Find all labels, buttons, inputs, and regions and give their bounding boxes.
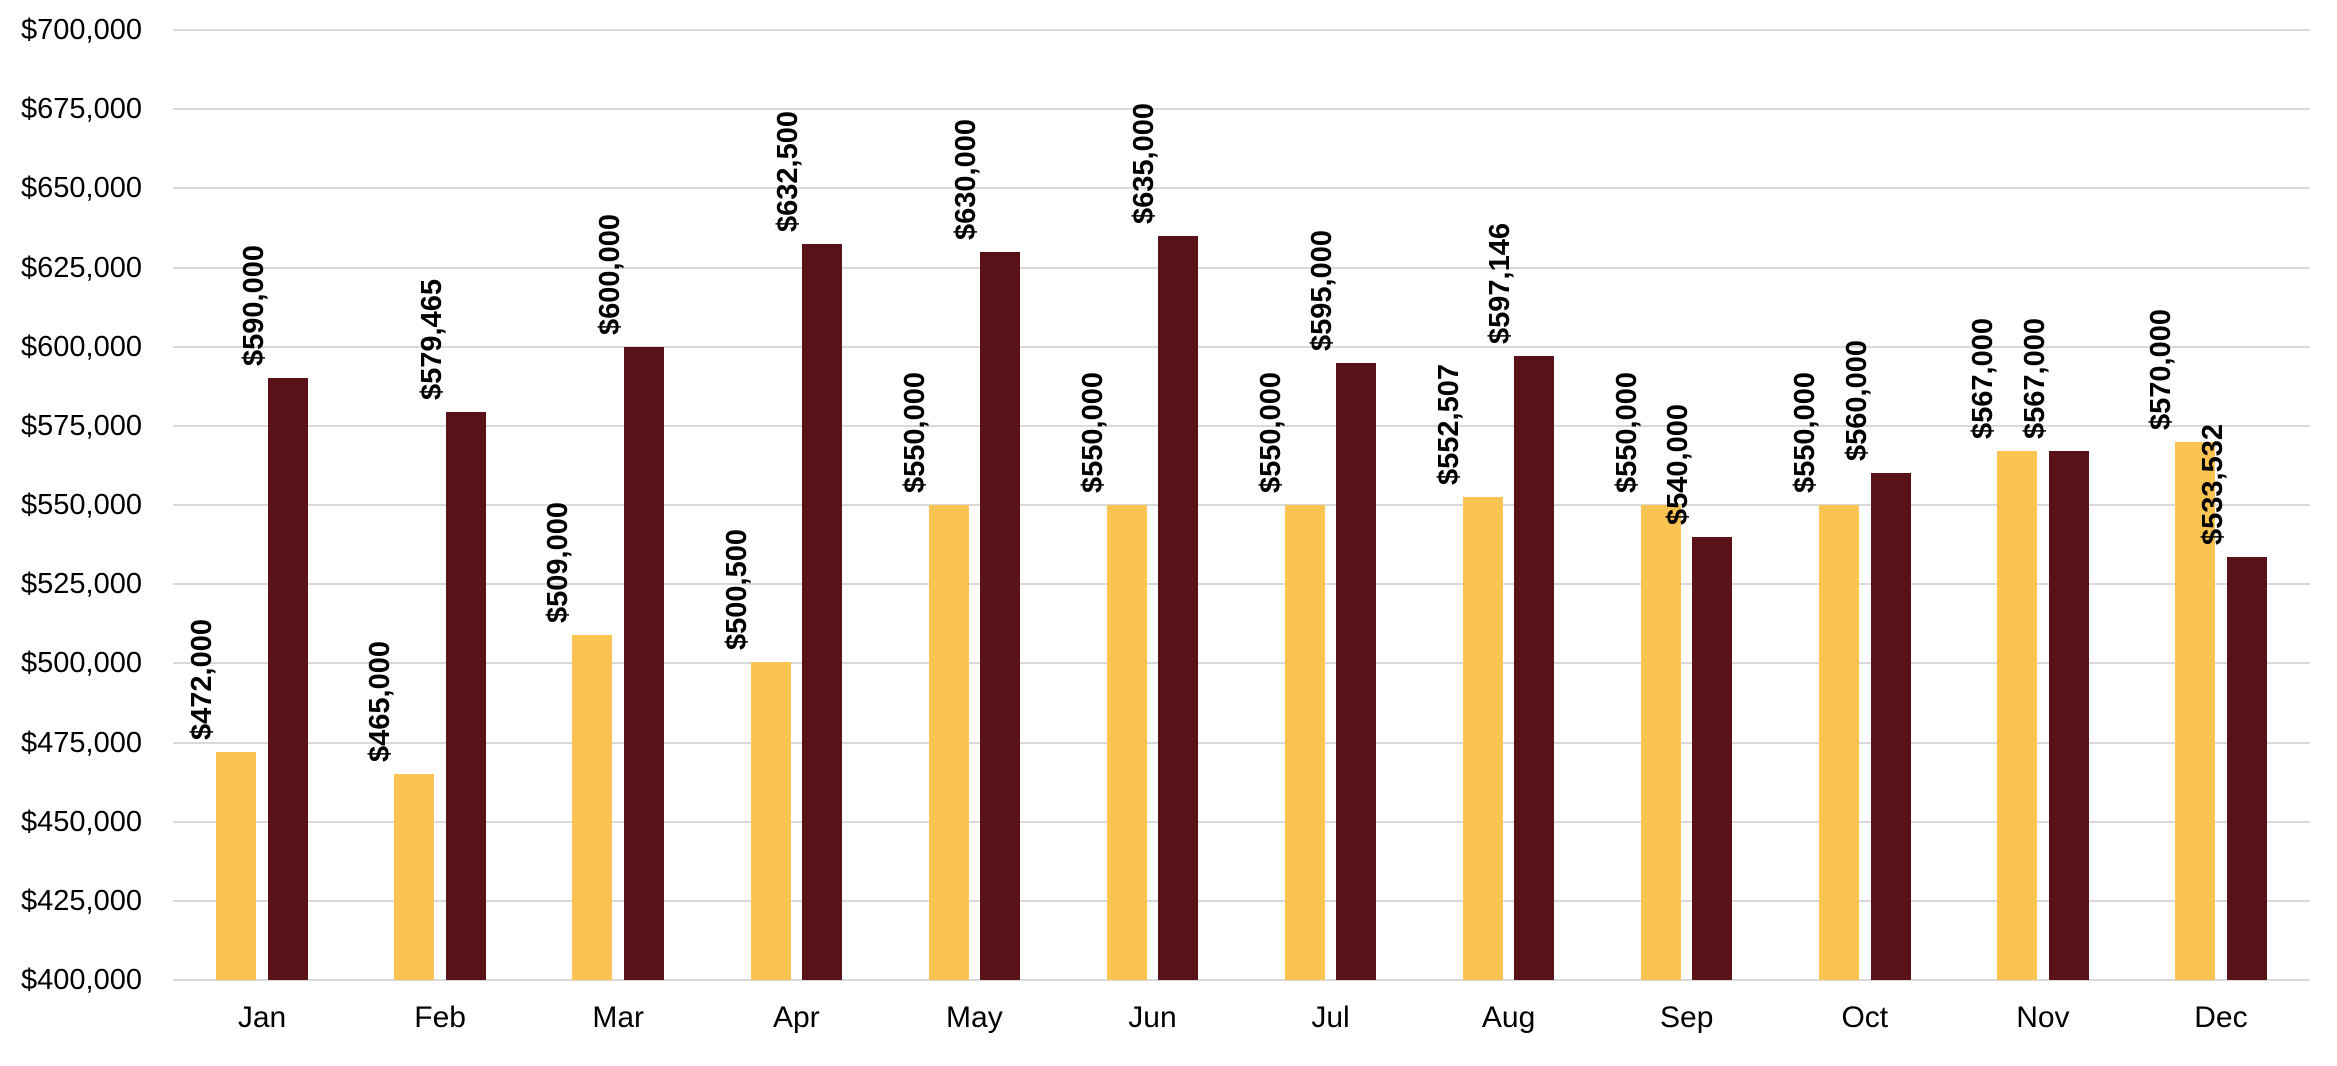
data-label-maroon-series-oct: $560,000: [1840, 340, 1873, 462]
data-label-maroon-series-feb: $579,465: [415, 278, 448, 400]
y-axis-tick-label: $625,000: [21, 251, 142, 284]
y-axis-tick-label: $400,000: [21, 964, 142, 996]
data-label-maroon-series-aug: $597,146: [1484, 222, 1517, 344]
gridline: [173, 29, 2310, 31]
data-label-gold-series-nov: $567,000: [1967, 318, 2000, 440]
bar-gold-series-sep: [1640, 505, 1681, 980]
bar-gold-series-may: [928, 505, 969, 980]
y-axis-tick-label: $600,000: [21, 330, 142, 363]
gridline: [173, 424, 2310, 427]
bar-gold-series-aug: [1462, 497, 1503, 980]
x-axis-label-nov: Nov: [2016, 1001, 2070, 1034]
bar-maroon-series-apr: [802, 243, 843, 980]
gridline: [173, 504, 2310, 506]
x-axis-label-aug: Aug: [1481, 1001, 1536, 1034]
data-label-gold-series-sep: $550,000: [1610, 372, 1643, 493]
gridline: [173, 662, 2310, 665]
x-axis-label-jun: Jun: [1128, 1001, 1177, 1034]
data-label-gold-series-feb: $465,000: [364, 641, 397, 763]
gridline: [173, 741, 2310, 744]
bar-maroon-series-may: [980, 251, 1021, 980]
data-label-maroon-series-mar: $600,000: [593, 213, 626, 335]
bar-gold-series-nov: [1997, 451, 2038, 980]
x-axis-label-sep: Sep: [1660, 1001, 1714, 1034]
bar-gold-series-jun: [1106, 505, 1147, 980]
x-axis-label-mar: Mar: [592, 1001, 645, 1034]
bar-maroon-series-aug: [1514, 355, 1555, 980]
data-label-gold-series-apr: $500,500: [720, 528, 753, 650]
x-axis-label-dec: Dec: [2194, 1001, 2248, 1034]
data-label-gold-series-mar: $509,000: [542, 501, 575, 623]
y-axis-tick-label: $525,000: [21, 568, 142, 601]
bar-maroon-series-jul: [1336, 362, 1377, 980]
bar-gold-series-apr: [750, 661, 791, 980]
x-axis-label-apr: Apr: [772, 1001, 820, 1034]
y-axis-tick-label: $675,000: [21, 93, 142, 126]
y-axis-tick-label: $700,000: [21, 14, 142, 46]
data-label-gold-series-dec: $570,000: [2145, 308, 2178, 430]
y-axis-tick-label: $425,000: [21, 884, 142, 917]
bar-maroon-series-jan: [267, 378, 308, 980]
x-axis-label-jan: Jan: [237, 1001, 287, 1034]
gridline: [173, 345, 2310, 348]
gridline: [173, 899, 2310, 902]
gridline: [173, 266, 2310, 269]
data-label-maroon-series-jul: $595,000: [1306, 229, 1339, 351]
data-label-maroon-series-sep: $540,000: [1662, 403, 1695, 525]
data-label-gold-series-jul: $550,000: [1254, 372, 1287, 493]
x-axis-label-jul: Jul: [1311, 1001, 1350, 1034]
data-label-maroon-series-dec: $533,532: [2196, 424, 2229, 546]
bar-maroon-series-sep: [1692, 536, 1733, 980]
gridline: [173, 108, 2310, 111]
data-label-gold-series-jun: $550,000: [1076, 372, 1109, 493]
bar-gold-series-feb: [394, 774, 435, 980]
y-axis-tick-label: $475,000: [21, 726, 142, 759]
y-axis-tick-label: $450,000: [21, 805, 142, 838]
bar-gold-series-oct: [1819, 505, 1860, 980]
data-label-maroon-series-nov: $567,000: [2018, 318, 2051, 440]
bar-gold-series-jul: [1284, 505, 1325, 980]
x-axis-label-may: May: [946, 1001, 1003, 1034]
bar-maroon-series-mar: [623, 346, 664, 980]
y-axis-tick-label: $550,000: [21, 489, 142, 521]
x-axis-label-oct: Oct: [1841, 1001, 1889, 1034]
data-label-gold-series-oct: $550,000: [1789, 372, 1822, 493]
bar-maroon-series-nov: [2048, 451, 2089, 980]
data-label-gold-series-aug: $552,507: [1432, 364, 1465, 486]
bar-gold-series-mar: [572, 634, 613, 980]
y-axis-tick-label: $500,000: [21, 647, 142, 680]
bar-maroon-series-dec: [2226, 557, 2267, 980]
y-axis-tick-label: $650,000: [21, 172, 142, 205]
gridline: [173, 979, 2310, 981]
gridline: [173, 583, 2310, 586]
data-label-gold-series-may: $550,000: [898, 372, 931, 493]
gridline: [173, 820, 2310, 823]
bar-gold-series-dec: [2175, 441, 2216, 980]
gridline: [173, 187, 2310, 190]
bar-maroon-series-jun: [1158, 235, 1199, 980]
data-label-maroon-series-apr: $632,500: [772, 110, 805, 232]
bar-maroon-series-oct: [1870, 473, 1911, 980]
bar-gold-series-jan: [216, 752, 257, 980]
x-axis-label-feb: Feb: [414, 1001, 466, 1034]
y-axis-tick-label: $575,000: [21, 409, 142, 442]
data-label-maroon-series-may: $630,000: [950, 118, 983, 240]
data-label-maroon-series-jun: $635,000: [1128, 102, 1161, 224]
data-label-gold-series-jan: $472,000: [186, 619, 219, 740]
data-label-maroon-series-jan: $590,000: [237, 245, 270, 367]
bar-maroon-series-feb: [445, 411, 486, 980]
